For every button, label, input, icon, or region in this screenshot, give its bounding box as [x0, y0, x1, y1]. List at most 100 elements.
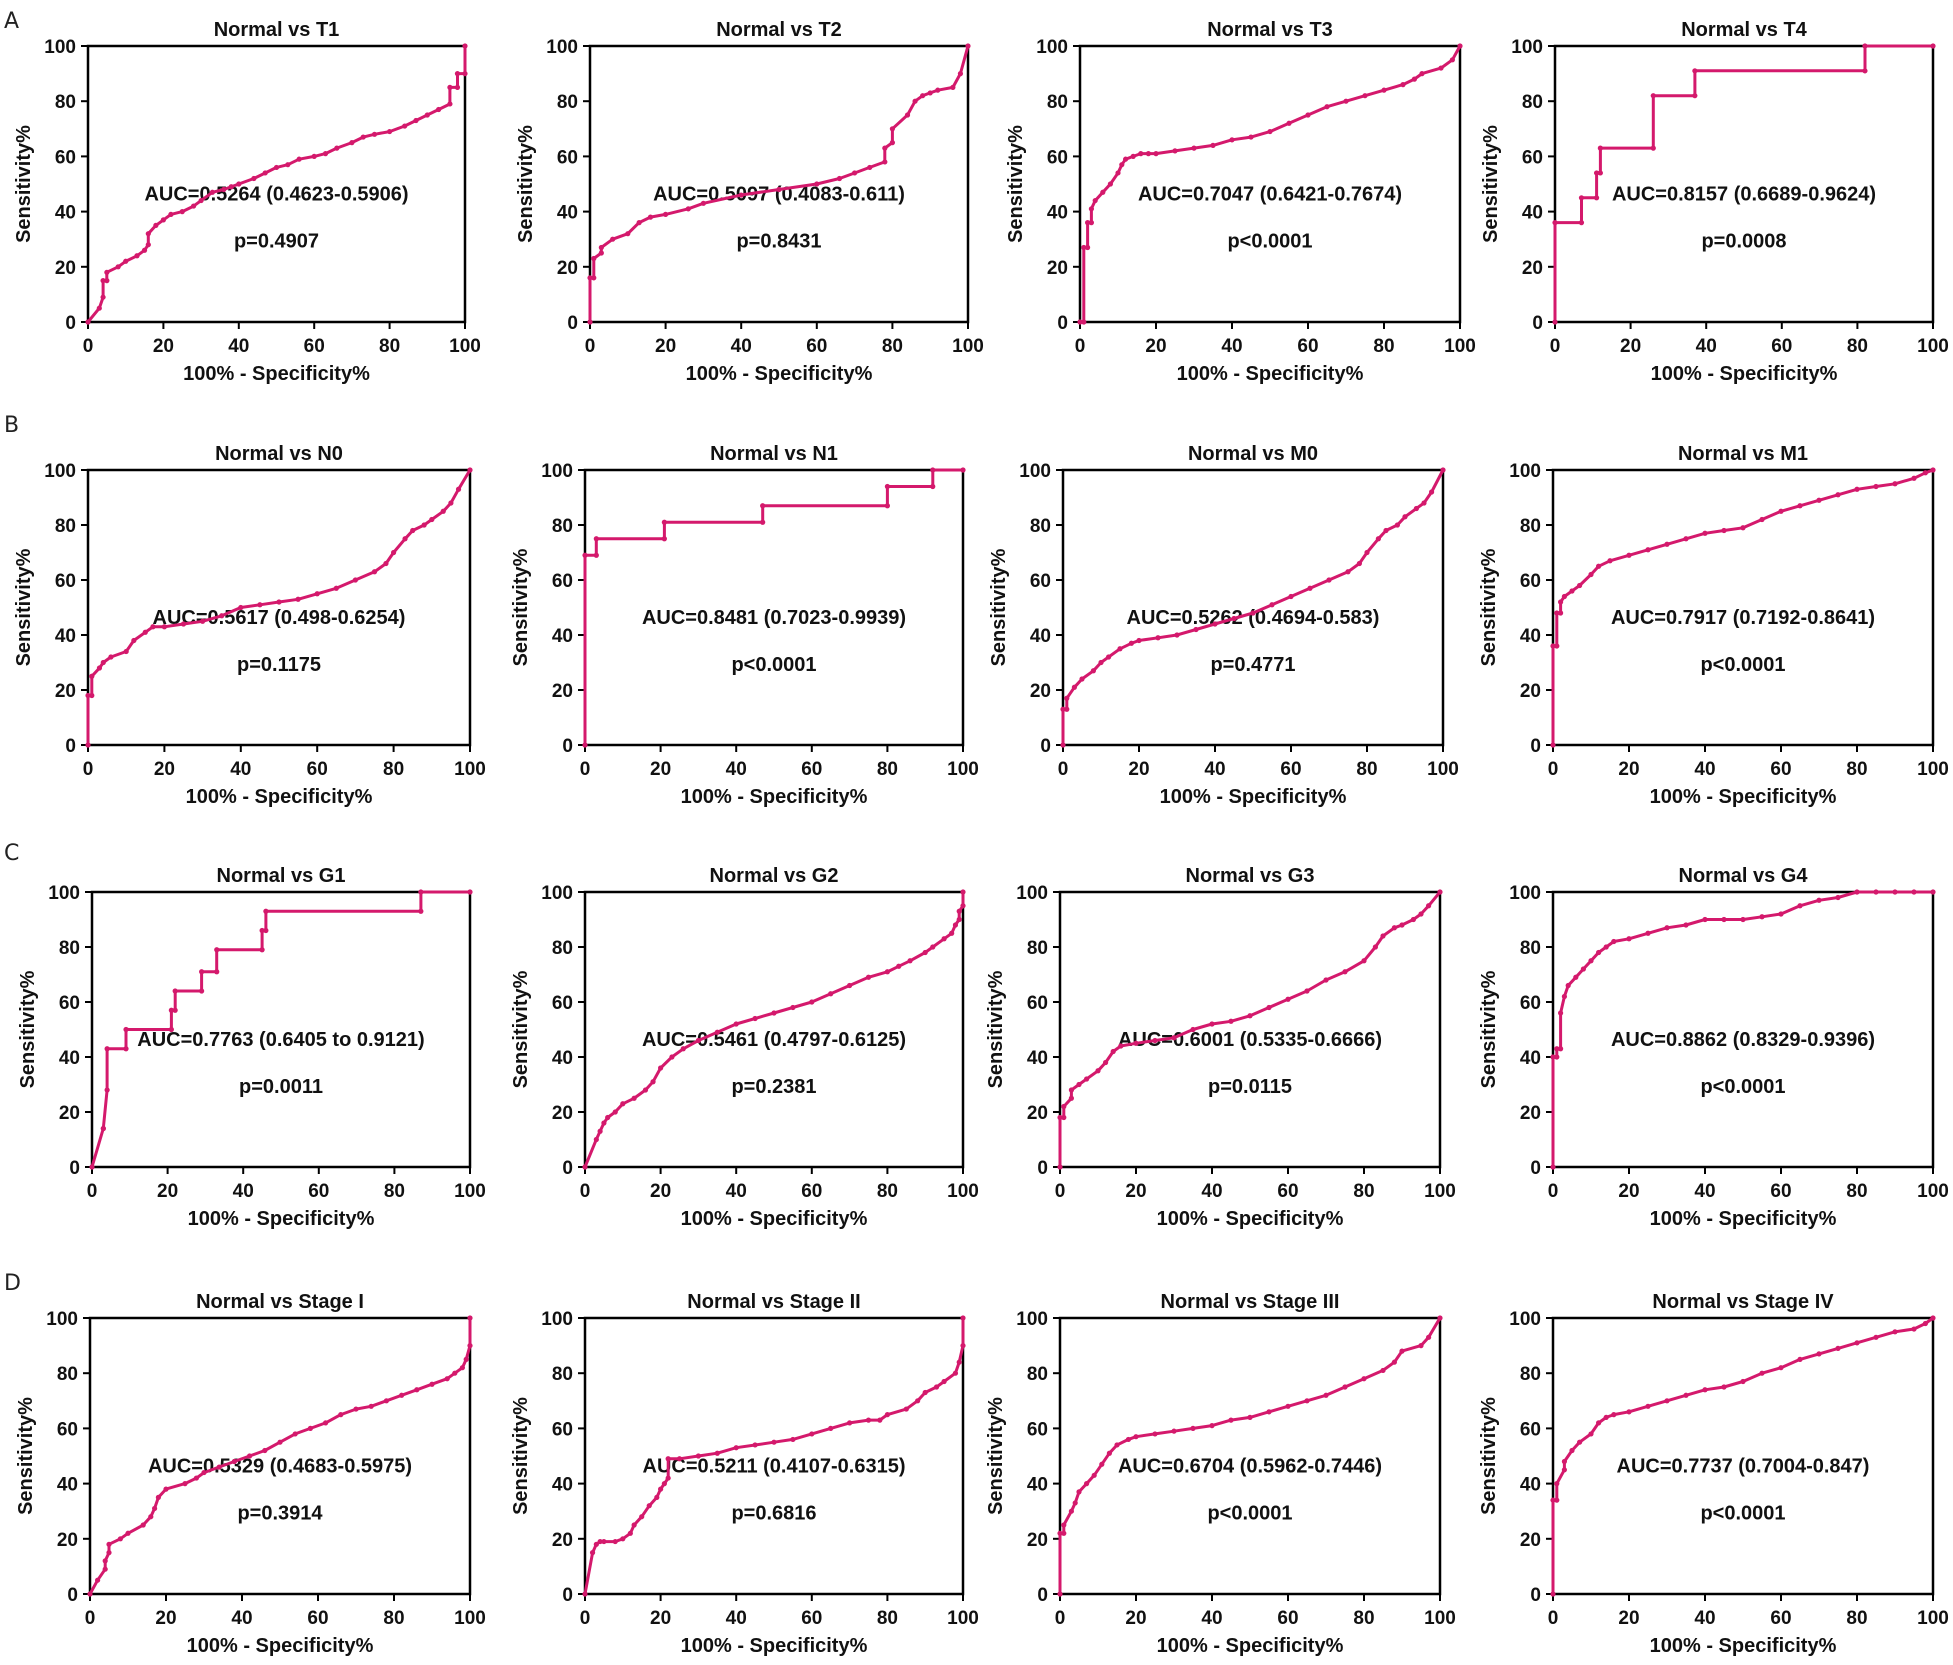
roc-point — [1248, 134, 1254, 140]
roc-point — [1835, 894, 1841, 901]
roc-point — [661, 519, 667, 525]
x-tick-label: 20 — [1145, 336, 1166, 357]
roc-point — [1103, 1059, 1109, 1066]
roc-point — [865, 974, 872, 980]
roc-point — [334, 145, 340, 151]
roc-point — [1797, 1356, 1803, 1362]
roc-point — [193, 1475, 199, 1481]
roc-point — [1068, 1095, 1074, 1101]
roc-point — [123, 258, 129, 264]
y-tick-label: 20 — [1047, 258, 1068, 279]
roc-point — [117, 1536, 123, 1542]
y-tick-label: 40 — [1522, 203, 1543, 224]
x-tick-label: 0 — [1075, 336, 1086, 357]
roc-point — [1740, 525, 1746, 531]
roc-point — [418, 908, 424, 914]
y-tick-label: 60 — [1030, 571, 1051, 592]
roc-point — [1797, 503, 1803, 509]
roc-point — [221, 186, 227, 193]
roc-point — [647, 214, 654, 220]
auc-annotation: AUC=0.5097 (0.4083-0.611) — [653, 184, 905, 206]
roc-point — [882, 159, 888, 165]
roc-point — [1229, 137, 1235, 143]
x-tick-label: 20 — [1618, 1608, 1639, 1629]
roc-point — [459, 1365, 465, 1371]
roc-point — [1664, 541, 1670, 547]
y-tick-label: 60 — [552, 1419, 573, 1440]
roc-point — [1323, 977, 1329, 983]
roc-point — [1577, 582, 1583, 589]
roc-point — [598, 250, 604, 256]
y-tick-label: 100 — [1509, 461, 1541, 482]
roc-point — [1324, 104, 1330, 110]
x-tick-label: 40 — [1201, 1608, 1222, 1629]
roc-point — [828, 1425, 834, 1431]
roc-point — [582, 552, 588, 558]
x-tick-label: 100 — [1424, 1608, 1456, 1629]
y-axis-label: Sensitivity% — [510, 970, 532, 1088]
roc-point — [1342, 969, 1348, 975]
roc-panel: Normal vs G2 00 20 20 40 40 60 60 80 80 100 100 100%… — [510, 865, 979, 1230]
roc-point — [1740, 1378, 1746, 1385]
y-tick-label: 0 — [69, 1158, 80, 1179]
x-axis-label: 100% - Specificity% — [1650, 786, 1837, 808]
roc-point — [1554, 643, 1560, 649]
roc-panel: Normal vs Stage I 00 20 20 40 40 60 60 80 80 100 10… — [15, 1291, 486, 1657]
roc-point — [847, 1420, 853, 1426]
y-tick-label: 80 — [59, 938, 80, 959]
roc-point — [776, 186, 782, 193]
roc-point — [625, 231, 631, 237]
roc-point — [1133, 1434, 1139, 1440]
panel-letter-a: A — [4, 9, 19, 34]
y-tick-label: 100 — [1509, 1309, 1541, 1330]
roc-point — [1588, 1431, 1594, 1437]
roc-point — [360, 134, 366, 140]
roc-point — [155, 1494, 161, 1500]
roc-point — [610, 236, 616, 242]
roc-panel: Normal vs T3 00 20 20 40 40 60 60 80 80 100 100 100%… — [1005, 19, 1476, 385]
roc-point — [922, 1389, 928, 1396]
roc-point — [219, 613, 225, 619]
roc-point — [601, 1120, 607, 1126]
roc-point — [1569, 588, 1575, 594]
y-tick-label: 0 — [562, 1158, 573, 1179]
roc-point — [665, 1456, 671, 1462]
y-tick-label: 20 — [1030, 681, 1051, 702]
roc-point — [695, 1453, 702, 1459]
roc-point — [1922, 1320, 1928, 1327]
x-tick-label: 80 — [1846, 1181, 1867, 1202]
roc-point — [631, 1522, 637, 1528]
x-axis-label: 100% - Specificity% — [1157, 1635, 1344, 1657]
roc-point — [273, 164, 280, 171]
p-value-annotation: p<0.0001 — [1700, 1076, 1785, 1098]
p-value-annotation: p<0.0001 — [1700, 654, 1785, 676]
roc-point — [912, 98, 918, 104]
roc-point — [1759, 1370, 1765, 1376]
y-axis-label: Sensitivity% — [988, 548, 1010, 666]
roc-point — [214, 947, 220, 953]
x-tick-label: 20 — [1618, 759, 1639, 780]
p-value-annotation: p=0.6816 — [731, 1502, 816, 1524]
roc-point — [447, 84, 453, 90]
roc-point — [1550, 1054, 1556, 1060]
y-tick-label: 100 — [541, 461, 573, 482]
roc-point — [1721, 527, 1727, 534]
roc-point — [452, 1370, 458, 1376]
roc-point — [1391, 925, 1397, 931]
roc-point — [598, 244, 604, 251]
roc-point — [1438, 65, 1444, 71]
plot-title: Normal vs T1 — [214, 19, 340, 41]
roc-point — [1550, 1164, 1556, 1170]
roc-point — [1573, 974, 1579, 980]
roc-point — [1835, 1345, 1841, 1351]
panel-letter-c: C — [4, 841, 19, 866]
y-tick-label: 60 — [557, 147, 578, 168]
y-axis-label: Sensitivity% — [1480, 125, 1502, 243]
x-tick-label: 20 — [1618, 1181, 1639, 1202]
p-value-annotation: p=0.0011 — [239, 1076, 323, 1098]
auc-annotation: AUC=0.6704 (0.5962-0.7446) — [1118, 1456, 1382, 1478]
x-tick-label: 100 — [454, 759, 486, 780]
y-tick-label: 20 — [59, 1103, 80, 1124]
roc-point — [311, 153, 317, 159]
